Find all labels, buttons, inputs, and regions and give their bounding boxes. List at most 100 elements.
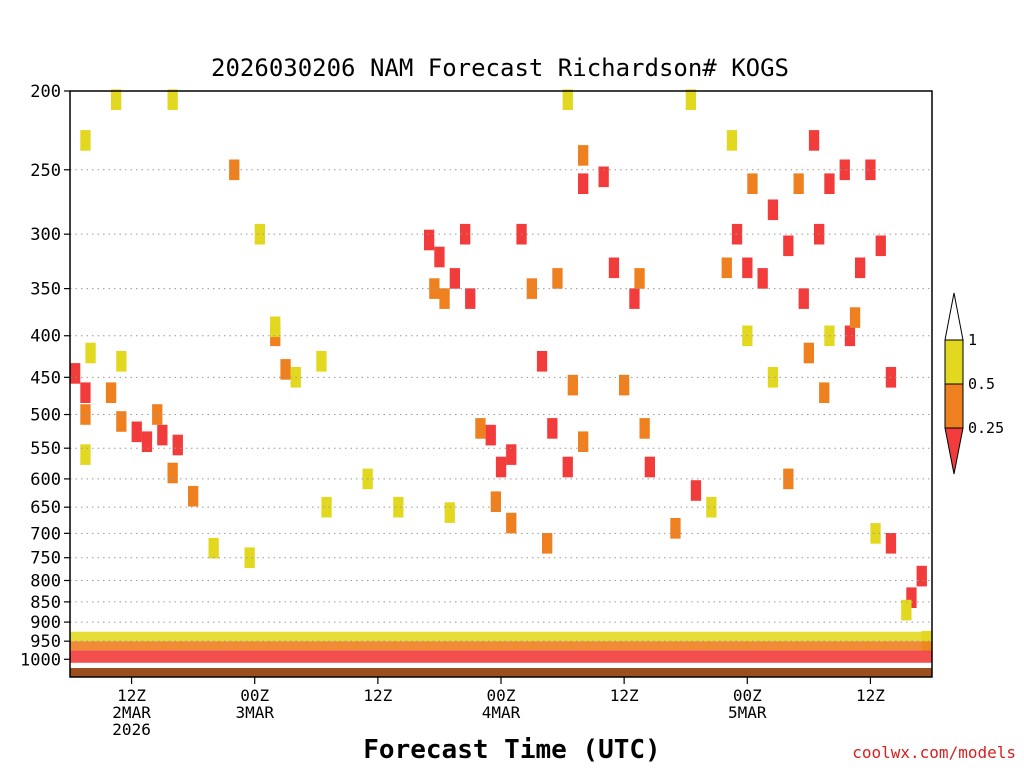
- cell-2-15: [444, 502, 455, 523]
- y-tick-label-800: 800: [30, 571, 61, 591]
- cell-1-3: [152, 404, 163, 425]
- cell-0-22: [644, 456, 655, 478]
- cell-0-34: [844, 325, 856, 347]
- cell-1-20: [619, 374, 630, 396]
- cell-1-18: [578, 145, 589, 166]
- cell-1-10: [439, 288, 450, 309]
- cell-2-16: [562, 89, 573, 110]
- cell-1-1: [105, 382, 117, 403]
- cell-1-29: [819, 382, 830, 403]
- cell-2-21: [767, 367, 779, 388]
- colorbar-label-0.5: 0.5: [968, 375, 995, 393]
- y-tick-label-900: 900: [30, 613, 61, 633]
- cell-0-11: [485, 424, 496, 446]
- x-tick-label-18-1: 3MAR: [235, 703, 274, 722]
- cell-2-14: [393, 496, 404, 518]
- cell-1-27: [793, 173, 804, 194]
- cell-0-27: [767, 199, 779, 221]
- cell-2-5: [80, 444, 91, 465]
- cell-2-18: [726, 130, 738, 151]
- grid-lines: [70, 169, 932, 642]
- cell-0-35: [855, 257, 866, 279]
- cell-2-8: [254, 223, 265, 245]
- cell-1-30: [849, 307, 861, 328]
- x-tick-label-6-0: 12Z: [117, 686, 146, 705]
- cell-0-30: [808, 130, 820, 151]
- x-tick-label-30-0: 12Z: [363, 686, 392, 705]
- cell-1-8: [280, 359, 291, 380]
- x-tick-label-42-0: 00Z: [487, 686, 516, 705]
- colorbar-label-0.25: 0.25: [968, 419, 1004, 437]
- y-tick-label-500: 500: [30, 406, 61, 426]
- cell-0-10: [465, 288, 476, 309]
- cell-0-21: [629, 288, 640, 309]
- cell-1-14: [526, 278, 537, 299]
- colorbar-legend: 0.25 0.5 1: [944, 292, 1004, 475]
- x-tick-label-78-0: 12Z: [856, 686, 885, 705]
- data-cells: [70, 89, 932, 652]
- site-credit: coolwx.com/models: [852, 743, 1016, 762]
- cell-0-25: [742, 257, 753, 279]
- cell-0-26: [757, 268, 768, 289]
- cell-1-5: [188, 485, 199, 507]
- cell-0-8: [449, 268, 460, 289]
- y-tick-label-1000: 1000: [20, 650, 61, 670]
- x-tick-label-54-0: 12Z: [610, 686, 639, 705]
- y-tick-label-700: 700: [30, 524, 61, 544]
- cell-0-19: [598, 166, 609, 188]
- cell-0-18: [578, 173, 589, 194]
- cell-2-7: [244, 547, 255, 568]
- ground-bar: [70, 668, 932, 677]
- y-tick-label-950: 950: [30, 632, 61, 652]
- cell-0-2: [131, 421, 142, 443]
- cell-1-26: [783, 468, 794, 490]
- x-tick-label-42-1: 4MAR: [482, 703, 521, 722]
- colorbar-orange: [944, 383, 964, 429]
- cell-0-28: [783, 235, 794, 257]
- cell-0-16: [547, 418, 558, 439]
- cell-2-3: [85, 342, 96, 364]
- cell-1-23: [670, 518, 681, 539]
- colorbar-yellow: [944, 339, 964, 385]
- x-tick-label-66-0: 00Z: [733, 686, 762, 705]
- cell-1-22: [639, 418, 650, 439]
- cell-1-4: [167, 462, 178, 484]
- cell-1-6: [229, 159, 240, 181]
- cell-2-19: [706, 496, 717, 518]
- cell-0-4: [157, 424, 168, 446]
- y-tick-label-650: 650: [30, 498, 61, 518]
- cell-2-0: [80, 130, 91, 151]
- y-tick-label-550: 550: [30, 439, 61, 459]
- cell-0-13: [506, 444, 517, 465]
- y-tick-label-750: 750: [30, 549, 61, 569]
- band-1: [70, 641, 932, 651]
- cell-1-12: [490, 491, 501, 512]
- y-tick-label-600: 600: [30, 470, 61, 490]
- cell-0-37: [875, 235, 886, 257]
- cell-0-17: [562, 456, 573, 478]
- y-axis: 200 250 300 350 400 450 500 550 600 650 700 7508008…: [20, 82, 70, 670]
- cell-0-0: [70, 363, 81, 384]
- cell-1-17: [567, 374, 578, 396]
- colorbar-top-arrow: [944, 292, 964, 341]
- colorbar-bottom-arrow: [944, 427, 964, 475]
- cell-1-11: [475, 418, 486, 439]
- cell-0-9: [460, 223, 471, 245]
- cell-0-12: [495, 456, 507, 478]
- cell-1-19: [578, 431, 589, 452]
- cell-1-28: [803, 342, 814, 364]
- cell-1-21: [634, 268, 645, 289]
- y-tick-label-350: 350: [30, 280, 61, 300]
- cell-1-25: [747, 173, 758, 194]
- x-tick-label-6-1: 2MAR: [112, 703, 151, 722]
- cell-0-3: [141, 431, 153, 452]
- y-tick-label-300: 300: [30, 225, 61, 245]
- cell-0-5: [172, 434, 183, 456]
- cell-0-6: [424, 229, 435, 251]
- band-2: [70, 631, 932, 642]
- cell-0-23: [690, 480, 702, 501]
- cell-0-15: [536, 351, 548, 372]
- cell-0-32: [824, 173, 835, 194]
